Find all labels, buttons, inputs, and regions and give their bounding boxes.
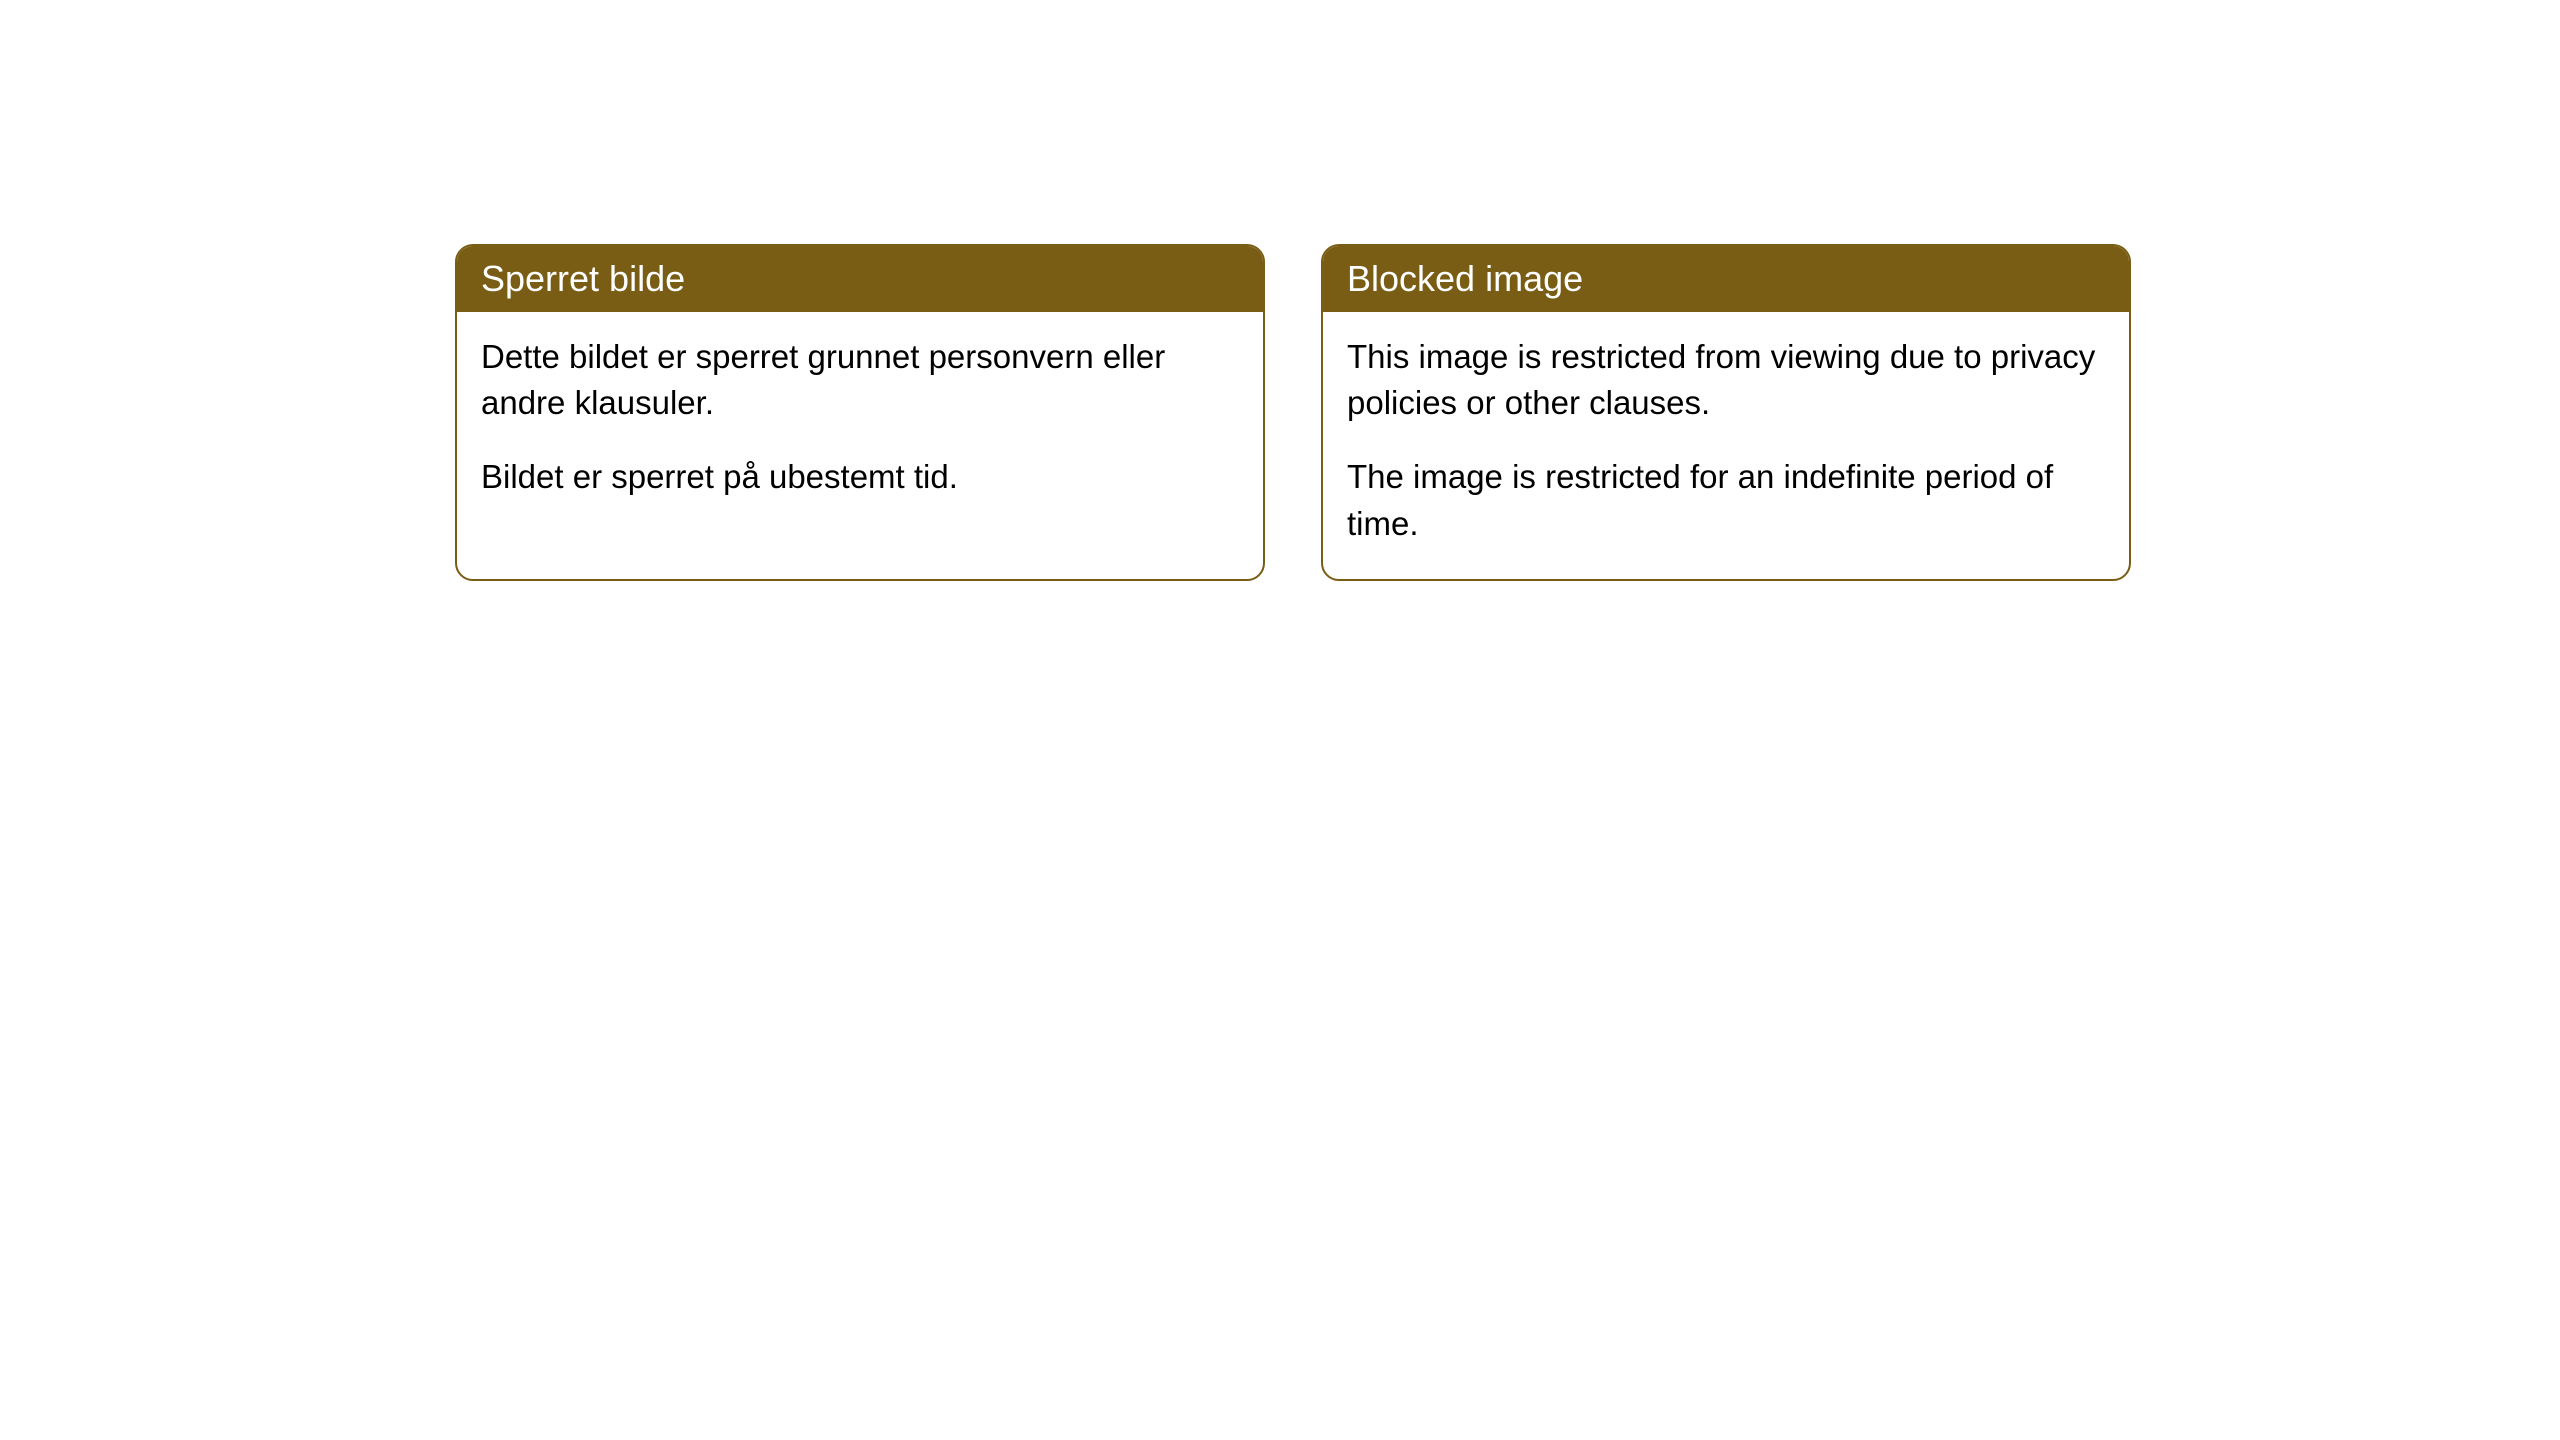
- card-title: Blocked image: [1347, 258, 1583, 299]
- card-title: Sperret bilde: [481, 258, 685, 299]
- card-paragraph-2: The image is restricted for an indefinit…: [1347, 454, 2105, 546]
- blocked-image-card-english: Blocked image This image is restricted f…: [1321, 244, 2131, 581]
- card-header: Blocked image: [1323, 246, 2129, 312]
- blocked-image-card-norwegian: Sperret bilde Dette bildet er sperret gr…: [455, 244, 1265, 581]
- cards-container: Sperret bilde Dette bildet er sperret gr…: [0, 0, 2560, 581]
- card-paragraph-2: Bildet er sperret på ubestemt tid.: [481, 454, 1239, 500]
- card-header: Sperret bilde: [457, 246, 1263, 312]
- card-body: This image is restricted from viewing du…: [1323, 312, 2129, 579]
- card-paragraph-1: This image is restricted from viewing du…: [1347, 334, 2105, 426]
- card-body: Dette bildet er sperret grunnet personve…: [457, 312, 1263, 533]
- card-paragraph-1: Dette bildet er sperret grunnet personve…: [481, 334, 1239, 426]
